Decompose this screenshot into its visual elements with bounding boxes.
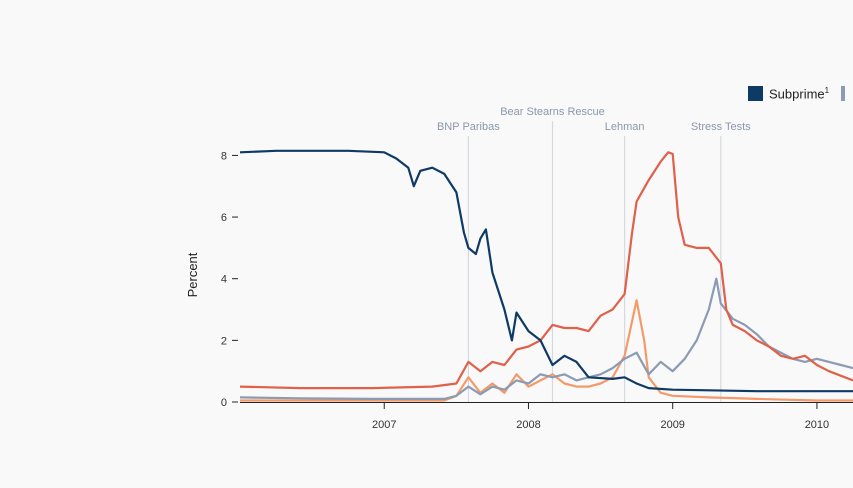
legend: Subprime1 <box>748 86 846 102</box>
legend-swatch-partial <box>841 86 846 102</box>
x-tick-label: 2007 <box>372 419 396 431</box>
series-line-0 <box>239 149 853 393</box>
event-label-2: Lehman <box>605 121 645 133</box>
legend-label-subprime: Subprime1 <box>769 86 830 102</box>
series-line-3 <box>240 299 853 402</box>
x-tick-label: 2008 <box>516 419 540 431</box>
series-lines <box>239 149 853 402</box>
event-label-1: Bear Stearns Rescue <box>500 106 605 118</box>
y-tick-label: 2 <box>221 335 227 347</box>
y-tick-label: 0 <box>221 397 227 409</box>
y-tick-label: 6 <box>221 212 227 224</box>
x-tick-label: 2010 <box>805 419 829 431</box>
event-label-0: BNP Paribas <box>437 121 500 133</box>
event-label-3: Stress Tests <box>691 121 751 133</box>
axes: 0 2 4 6 8 2007 2008 2009 2010 <box>221 150 853 431</box>
series-line-1 <box>239 151 853 390</box>
legend-swatch-subprime <box>748 86 763 102</box>
y-tick-label: 4 <box>221 274 227 286</box>
series-line-2 <box>239 277 853 400</box>
y-axis-title: Percent <box>185 252 200 297</box>
x-tick-label: 2009 <box>660 419 684 431</box>
y-tick-label: 8 <box>221 150 227 162</box>
